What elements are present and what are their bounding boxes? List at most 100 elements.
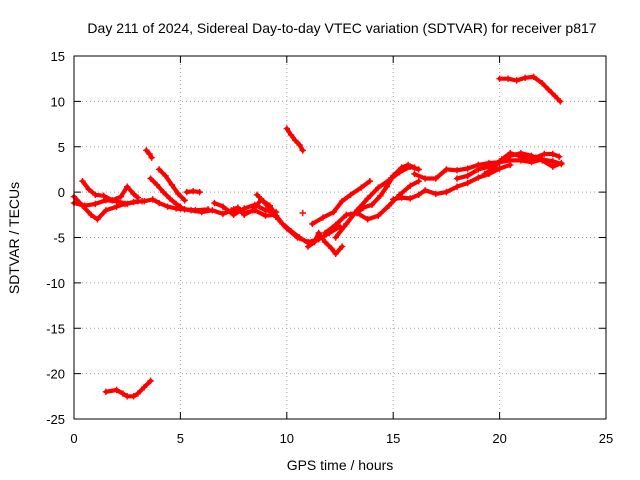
data-point bbox=[343, 220, 350, 228]
data-point bbox=[347, 211, 354, 219]
data-point bbox=[475, 174, 482, 181]
data-point bbox=[515, 152, 522, 160]
y-tick-label: 10 bbox=[51, 94, 65, 109]
data-point bbox=[149, 196, 156, 203]
data-point bbox=[121, 200, 129, 208]
data-point bbox=[464, 172, 471, 179]
data-point bbox=[147, 377, 154, 385]
series-trace bbox=[254, 192, 311, 245]
data-point bbox=[496, 75, 503, 82]
y-tick-label: 15 bbox=[51, 49, 65, 64]
x-tick-label: 15 bbox=[386, 431, 400, 446]
data-point bbox=[279, 220, 286, 228]
data-point bbox=[432, 175, 439, 182]
series-trace bbox=[80, 179, 140, 203]
y-tick-label: -20 bbox=[46, 367, 65, 382]
data-point bbox=[304, 243, 312, 250]
data-point bbox=[453, 167, 461, 174]
data-point bbox=[187, 207, 195, 214]
data-point bbox=[364, 216, 371, 223]
data-point bbox=[375, 212, 382, 219]
data-point bbox=[549, 150, 556, 158]
series-track-23 bbox=[481, 149, 563, 178]
series-track-4 bbox=[102, 377, 154, 400]
data-point bbox=[545, 86, 552, 93]
data-point bbox=[124, 183, 131, 190]
data-point bbox=[117, 193, 125, 200]
data-point bbox=[234, 204, 242, 211]
data-point bbox=[464, 165, 471, 172]
x-tick-label: 25 bbox=[599, 431, 613, 446]
data-point bbox=[332, 250, 339, 258]
data-point bbox=[377, 192, 384, 199]
data-point bbox=[338, 243, 346, 250]
data-point bbox=[196, 188, 203, 196]
data-point bbox=[311, 238, 318, 246]
data-point bbox=[241, 211, 248, 219]
data-point bbox=[147, 175, 154, 182]
data-point bbox=[315, 229, 322, 237]
data-point bbox=[415, 191, 422, 199]
data-point bbox=[375, 184, 382, 191]
data-point bbox=[262, 212, 269, 219]
data-point bbox=[299, 147, 306, 154]
y-tick-label: 0 bbox=[58, 185, 65, 200]
series-trace bbox=[348, 162, 417, 217]
data-point bbox=[79, 178, 86, 185]
data-point bbox=[100, 192, 107, 199]
data-point bbox=[332, 221, 339, 228]
series-track-15 bbox=[304, 229, 346, 258]
data-point bbox=[287, 131, 295, 139]
data-point bbox=[211, 199, 218, 207]
data-point bbox=[168, 181, 176, 189]
data-point bbox=[253, 191, 261, 199]
y-tick-label: 5 bbox=[58, 140, 65, 155]
data-point bbox=[521, 74, 529, 81]
data-point bbox=[249, 207, 256, 214]
data-point bbox=[398, 194, 405, 201]
data-point bbox=[287, 227, 295, 235]
data-point bbox=[130, 198, 137, 206]
y-tick-label: -25 bbox=[46, 412, 65, 427]
series-track-13 bbox=[253, 191, 312, 247]
chart-title: Day 211 of 2024, Sidereal Day-to-day VTE… bbox=[87, 20, 596, 36]
data-point bbox=[421, 175, 429, 182]
data-point bbox=[453, 183, 461, 190]
data-point bbox=[266, 202, 273, 209]
data-point bbox=[358, 184, 365, 191]
data-point bbox=[347, 191, 354, 199]
data-point bbox=[228, 207, 235, 214]
data-point bbox=[490, 165, 497, 172]
data-point bbox=[164, 203, 171, 210]
data-point bbox=[262, 207, 269, 214]
data-point bbox=[541, 150, 548, 158]
data-point bbox=[368, 201, 376, 209]
series-track-24 bbox=[496, 73, 564, 105]
data-point bbox=[385, 202, 393, 209]
grid-lines bbox=[74, 56, 606, 419]
data-point bbox=[319, 214, 327, 221]
data-point bbox=[415, 178, 422, 185]
data-point bbox=[383, 183, 391, 190]
data-point bbox=[524, 155, 531, 162]
data-point bbox=[141, 384, 148, 391]
data-point bbox=[87, 211, 95, 219]
data-point bbox=[538, 157, 546, 164]
data-point bbox=[299, 209, 306, 217]
data-point bbox=[283, 125, 290, 132]
data-point bbox=[464, 179, 471, 187]
data-point bbox=[296, 234, 303, 241]
series-track-19 bbox=[347, 161, 418, 219]
data-series bbox=[70, 73, 565, 400]
data-point bbox=[292, 137, 299, 144]
data-point bbox=[475, 166, 482, 173]
y-tick-label: -5 bbox=[53, 231, 65, 246]
data-point bbox=[146, 150, 153, 158]
data-point bbox=[130, 190, 137, 198]
data-point bbox=[230, 211, 237, 219]
data-point bbox=[443, 166, 450, 173]
data-point bbox=[102, 388, 110, 395]
data-point bbox=[453, 175, 461, 182]
data-point bbox=[272, 212, 280, 219]
data-point bbox=[353, 209, 361, 217]
